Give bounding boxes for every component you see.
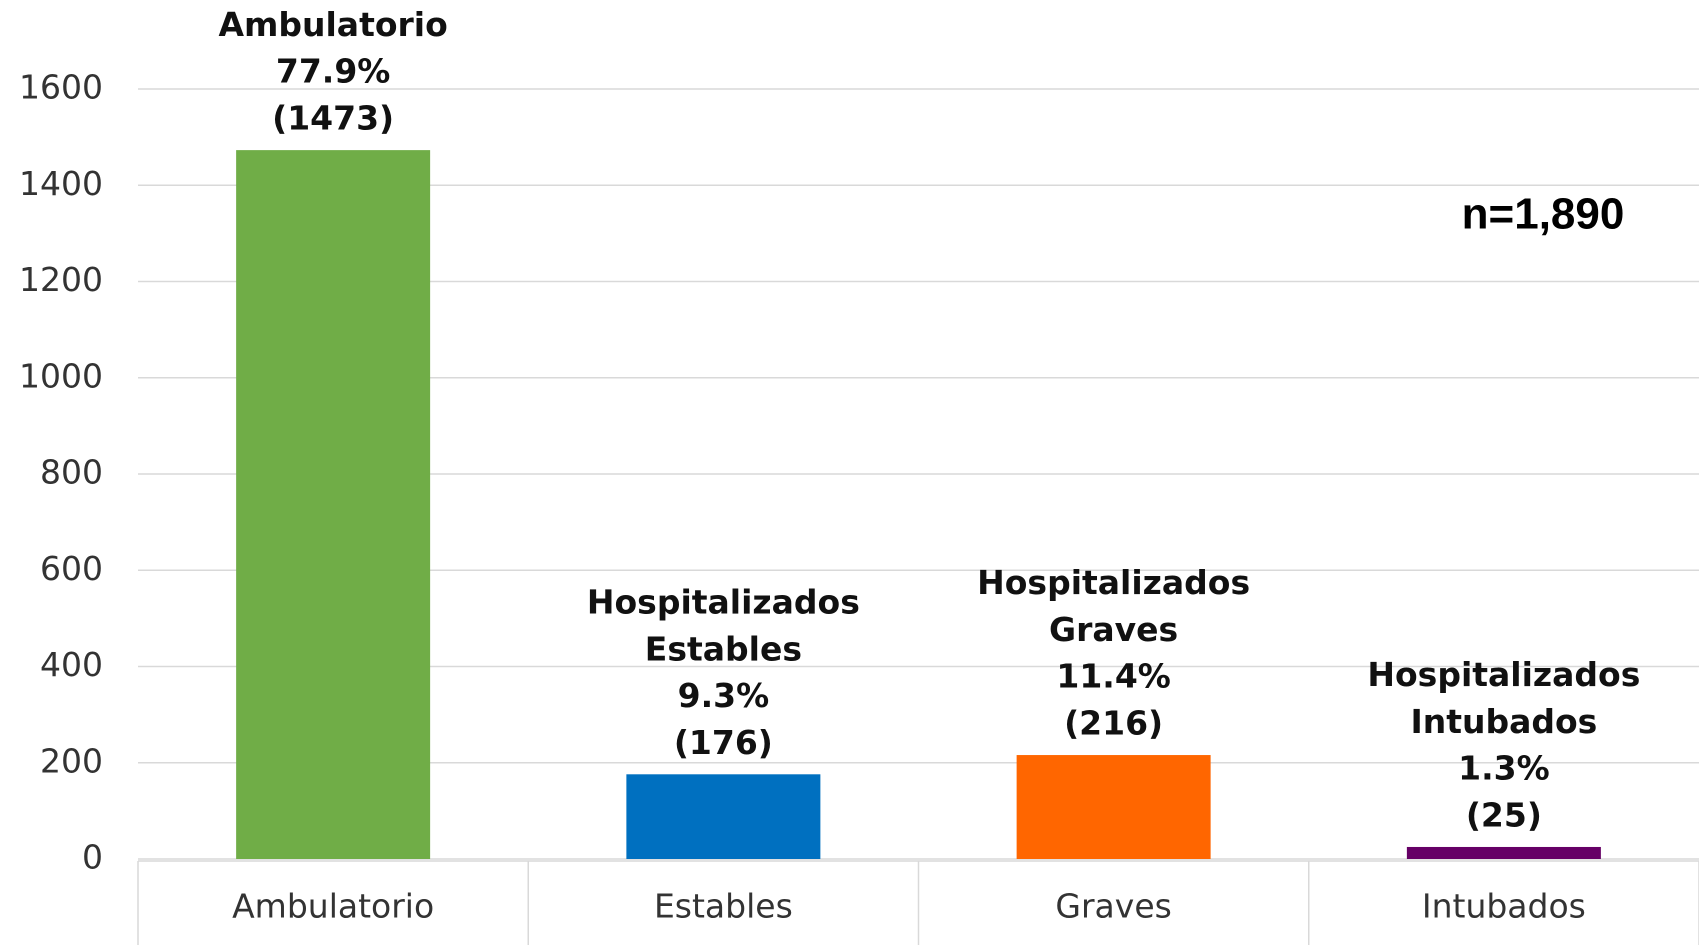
bar bbox=[1016, 755, 1211, 859]
data-label-name: Hospitalizados Intubados bbox=[1367, 654, 1640, 740]
y-tick-label: 800 bbox=[40, 453, 103, 492]
y-tick-label: 200 bbox=[40, 741, 103, 780]
data-label-value: (25) bbox=[1466, 795, 1542, 834]
x-tick-label: Ambulatorio bbox=[232, 887, 434, 926]
x-tick-label: Estables bbox=[654, 887, 793, 926]
data-label-value: (176) bbox=[674, 723, 773, 762]
bar bbox=[626, 774, 821, 859]
data-label-percent: 77.9% bbox=[276, 52, 391, 91]
data-label-percent: 11.4% bbox=[1056, 657, 1171, 696]
data-label-name: Hospitalizados Graves bbox=[977, 563, 1250, 649]
data-label-name: Hospitalizados Estables bbox=[587, 582, 860, 668]
bar bbox=[236, 150, 431, 859]
y-tick-label: 0 bbox=[82, 838, 103, 877]
y-tick-label: 400 bbox=[40, 645, 103, 684]
y-tick-label: 1200 bbox=[19, 260, 103, 299]
x-tick-label: Intubados bbox=[1422, 887, 1586, 926]
y-tick-label: 1600 bbox=[19, 68, 103, 107]
data-label-value: (1473) bbox=[272, 99, 394, 138]
data-label-percent: 9.3% bbox=[678, 676, 770, 715]
data-label-percent: 1.3% bbox=[1458, 748, 1550, 787]
bar bbox=[1406, 846, 1601, 859]
x-tick-label: Graves bbox=[1055, 887, 1171, 926]
annotation: n=1,890 bbox=[1462, 190, 1625, 239]
y-tick-label: 1400 bbox=[19, 164, 103, 203]
y-tick-label: 600 bbox=[40, 549, 103, 588]
y-tick-label: 1000 bbox=[19, 356, 103, 395]
data-label-value: (216) bbox=[1064, 704, 1163, 743]
data-label-name: Ambulatorio bbox=[218, 5, 447, 44]
